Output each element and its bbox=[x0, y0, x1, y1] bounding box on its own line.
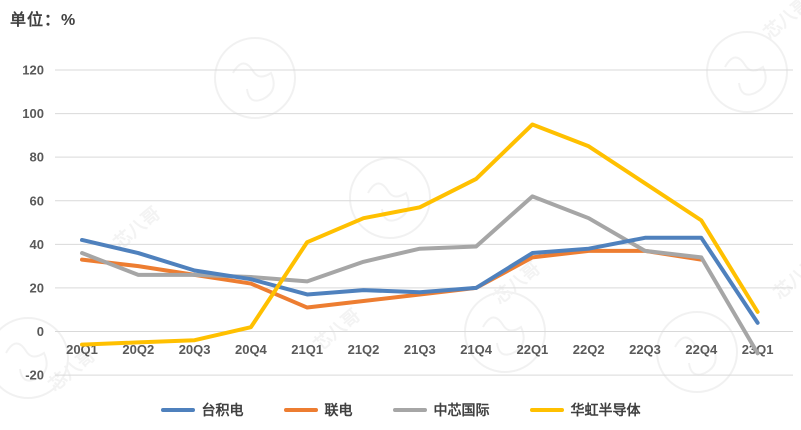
x-axis-tick-label: 22Q3 bbox=[629, 342, 661, 357]
x-axis-tick-label: 21Q2 bbox=[348, 342, 380, 357]
legend-item-联电: 联电 bbox=[283, 400, 353, 420]
legend-label: 联电 bbox=[324, 402, 353, 418]
x-axis-tick-label: 22Q1 bbox=[516, 342, 548, 357]
watermark-text: 芯八哥 bbox=[109, 202, 164, 253]
y-axis-tick-label: 80 bbox=[30, 150, 44, 165]
legend-item-中芯国际: 中芯国际 bbox=[392, 400, 490, 420]
watermark-circle-icon bbox=[349, 157, 431, 239]
watermark-circle-icon bbox=[706, 31, 788, 113]
series-line-中芯国际 bbox=[80, 194, 760, 356]
y-axis-tick-label: -20 bbox=[25, 368, 44, 383]
legend-swatch-icon bbox=[283, 408, 318, 412]
legend-swatch-icon bbox=[160, 408, 195, 412]
chart-title: 单位：% bbox=[10, 12, 77, 29]
chart-legend: 台积电 联电 中芯国际 华虹半导体 bbox=[0, 400, 801, 420]
legend-swatch-icon bbox=[392, 408, 427, 412]
watermark-bird-icon bbox=[367, 182, 410, 222]
y-axis-tick-label: 100 bbox=[22, 106, 44, 121]
watermark-bird-icon bbox=[724, 56, 767, 96]
series-line-台积电 bbox=[80, 235, 760, 325]
y-axis-tick-label: 20 bbox=[30, 280, 44, 295]
x-axis-tick-label: 20Q4 bbox=[235, 342, 268, 357]
x-axis-tick-label: 21Q1 bbox=[291, 342, 323, 357]
legend-item-台积电: 台积电 bbox=[160, 400, 244, 420]
watermark-bird-icon bbox=[5, 342, 48, 382]
x-axis-tick-label: 21Q4 bbox=[460, 342, 493, 357]
y-axis-tick-label: 120 bbox=[22, 63, 44, 78]
series-line-联电 bbox=[80, 248, 704, 310]
watermark-circle-icon bbox=[0, 317, 69, 399]
y-axis-tick-label: 40 bbox=[30, 237, 44, 252]
y-axis-tick-label: 60 bbox=[30, 193, 44, 208]
watermark-circle-icon bbox=[214, 37, 296, 119]
x-axis-tick-label: 21Q3 bbox=[404, 342, 436, 357]
legend-label: 华虹半导体 bbox=[570, 402, 641, 418]
x-axis-tick-label: 22Q2 bbox=[573, 342, 605, 357]
legend-item-华虹半导体: 华虹半导体 bbox=[529, 400, 641, 420]
x-axis-tick-label: 20Q3 bbox=[179, 342, 211, 357]
watermark-text: 芯八哥 bbox=[769, 252, 801, 303]
series-line-华虹半导体 bbox=[80, 122, 760, 347]
watermark-bird-icon bbox=[232, 62, 275, 102]
watermark-bird-icon bbox=[674, 336, 717, 376]
legend-label: 中芯国际 bbox=[433, 402, 490, 418]
x-axis-tick-label: 22Q4 bbox=[685, 342, 718, 357]
x-axis-tick-label: 20Q2 bbox=[122, 342, 154, 357]
legend-label: 台积电 bbox=[201, 402, 244, 418]
y-axis-tick-label: 0 bbox=[37, 324, 44, 339]
legend-swatch-icon bbox=[529, 408, 564, 412]
watermark-bird-icon bbox=[482, 316, 525, 356]
watermark-circle-icon bbox=[656, 311, 738, 393]
